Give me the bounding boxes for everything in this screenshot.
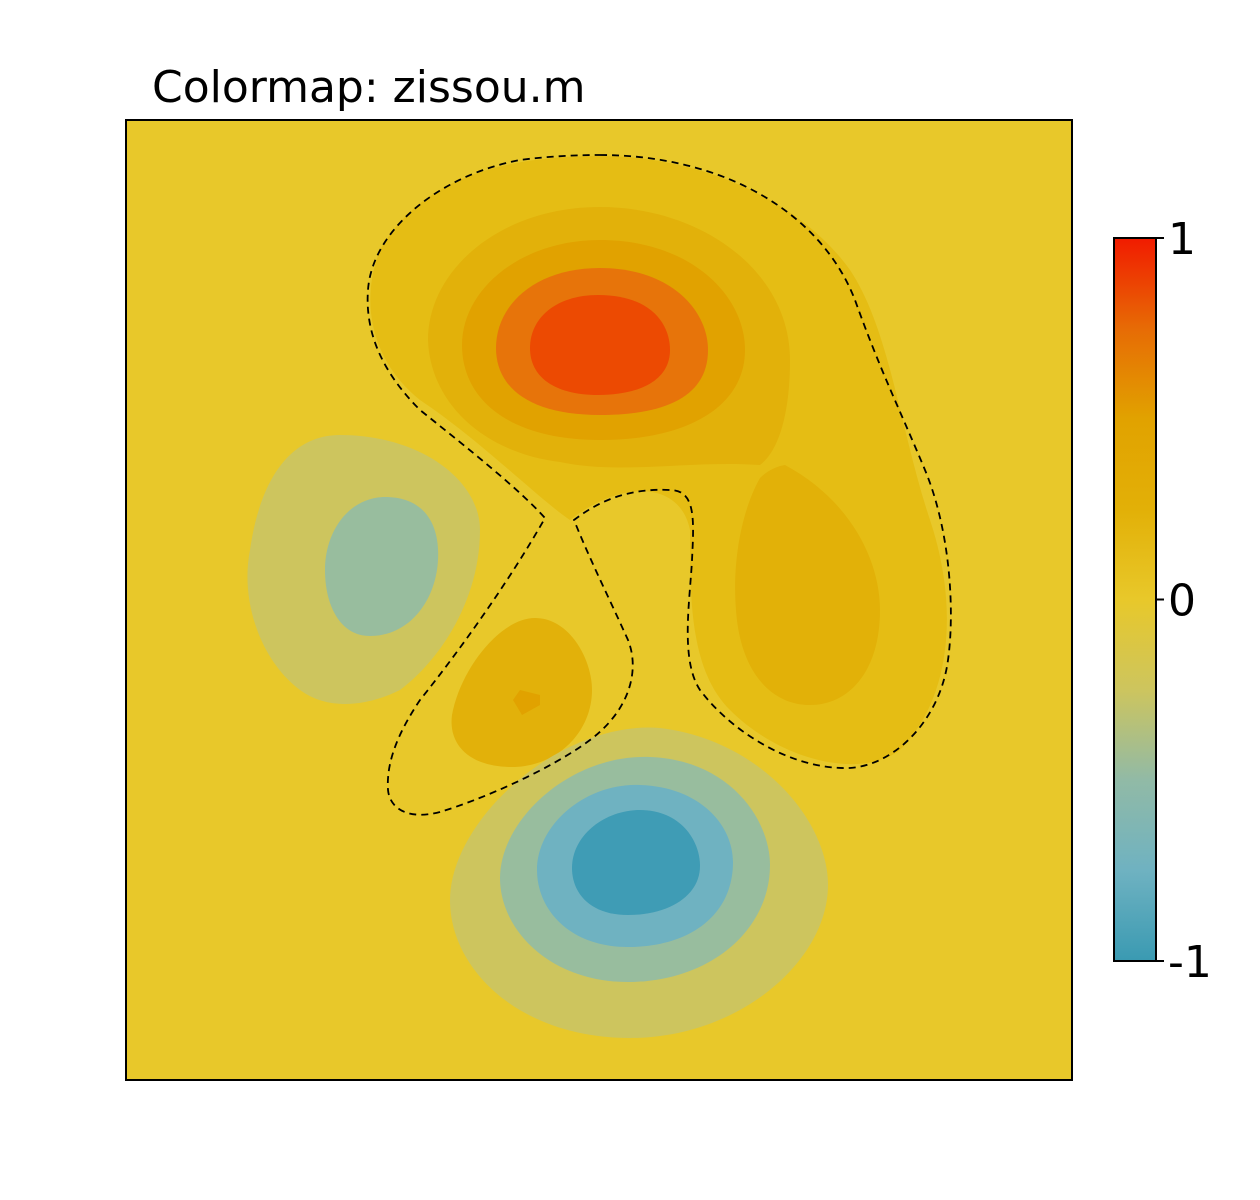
contour-band-upper-peak-5: [530, 295, 670, 395]
contour-band-right-lobe: [735, 465, 880, 705]
zero-contour-line-outer: [366, 154, 952, 816]
chart-title: Colormap: zissou.m: [152, 62, 586, 113]
colorbar-tick-label: -1: [1168, 937, 1212, 988]
colorbar-gradient: [1114, 238, 1156, 961]
contour-plot-area: [126, 120, 1072, 1080]
colorbar-tick-label: 1: [1168, 214, 1196, 265]
contour-band-lower-trough-4: [572, 810, 700, 915]
colorbar-ticks: 1 0 -1: [1156, 214, 1212, 988]
colorbar: 1 0 -1: [1113, 214, 1212, 988]
colorbar-tick-label: 0: [1168, 576, 1196, 627]
contour-band-left-trough-2: [325, 497, 439, 636]
contour-band-lower-center-peak: [513, 690, 540, 715]
plot-frame: [125, 119, 1073, 1081]
